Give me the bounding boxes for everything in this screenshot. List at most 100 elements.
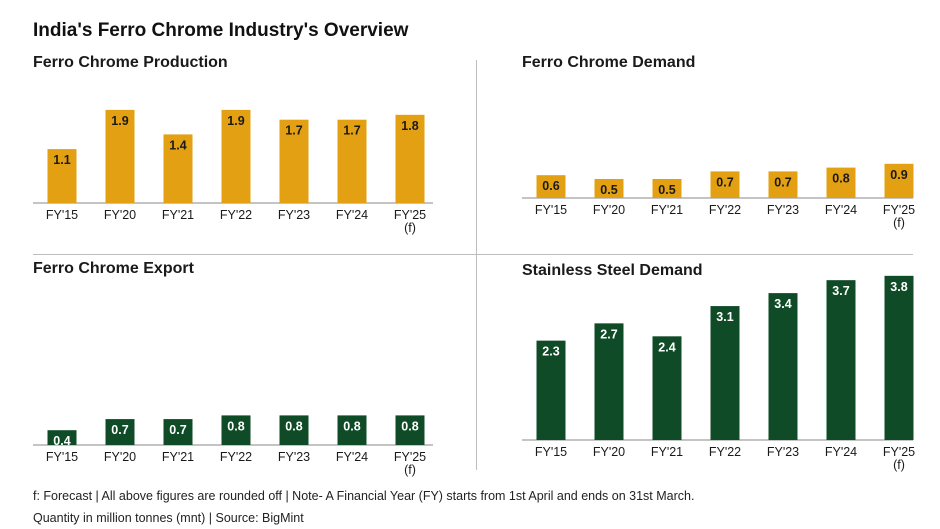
bar-value-label: 1.7 [285, 124, 302, 138]
chart-title: Ferro Chrome Export [33, 260, 194, 277]
chart-title: Ferro Chrome Production [33, 54, 228, 71]
bar [652, 336, 682, 440]
x-tick-label: FY'23 [278, 208, 310, 222]
bar [710, 171, 740, 198]
x-tick-label: FY'24 [336, 450, 368, 464]
bar [279, 415, 309, 445]
x-tick-label: FY'22 [220, 450, 252, 464]
x-tick-label: FY'21 [162, 450, 194, 464]
bar [395, 415, 425, 445]
bar-value-label: 0.7 [774, 175, 791, 189]
chart-plot: 0.6 FY'15 0.5 FY'20 0.5 FY'21 0.7 FY'22 0.7 FY'23… [522, 163, 915, 230]
chart-plot: 0.4 FY'15 0.7 FY'20 0.7 FY'21 0.8 FY'22 0.8 FY'23… [33, 415, 433, 477]
x-tick-label: (f) [893, 216, 905, 230]
footnote-forecast: f: Forecast | All above figures are roun… [33, 489, 695, 503]
bar [337, 119, 367, 203]
bar-value-label: 0.9 [890, 168, 907, 182]
x-tick-label: FY'15 [46, 208, 78, 222]
bar [768, 293, 798, 440]
bar-value-label: 0.5 [658, 183, 675, 197]
bar [768, 171, 798, 198]
x-tick-label: FY'25 [883, 203, 915, 217]
footnote-source: Quantity in million tonnes (mnt) | Sourc… [33, 511, 304, 525]
x-tick-label: FY'21 [651, 203, 683, 217]
bar [536, 175, 566, 198]
x-tick-label: FY'22 [220, 208, 252, 222]
bar [884, 275, 914, 440]
x-tick-label: FY'23 [767, 445, 799, 459]
bar [826, 167, 856, 198]
bar-value-label: 2.3 [542, 345, 559, 359]
x-tick-label: FY'15 [535, 203, 567, 217]
bar-value-label: 1.8 [401, 119, 418, 133]
x-tick-label: FY'24 [825, 445, 857, 459]
page-title: India's Ferro Chrome Industry's Overview [33, 20, 409, 41]
x-tick-label: FY'25 [394, 450, 426, 464]
bar [163, 419, 193, 445]
bar-value-label: 3.8 [890, 280, 907, 294]
bar [710, 306, 740, 440]
bar-value-label: 1.9 [227, 114, 244, 128]
chart-title: Ferro Chrome Demand [522, 54, 696, 71]
bar-value-label: 0.8 [285, 419, 302, 433]
bar-value-label: 3.4 [774, 297, 791, 311]
bar [652, 179, 682, 198]
bar [337, 415, 367, 445]
bar-value-label: 0.8 [401, 419, 418, 433]
bar-value-label: 2.7 [600, 327, 617, 341]
bar-value-label: 1.7 [343, 124, 360, 138]
chart-plot: 2.3 FY'15 2.7 FY'20 2.4 FY'21 3.1 FY'22 3.4 FY'23… [522, 275, 915, 472]
horizontal-divider [33, 254, 913, 255]
bar-value-label: 0.7 [111, 423, 128, 437]
bar [47, 149, 77, 203]
x-tick-label: FY'22 [709, 203, 741, 217]
bar [163, 134, 193, 203]
bar [536, 340, 566, 440]
x-tick-label: FY'23 [278, 450, 310, 464]
x-tick-label: (f) [893, 458, 905, 472]
x-tick-label: FY'20 [593, 203, 625, 217]
bar-value-label: 0.7 [716, 175, 733, 189]
bar [884, 163, 914, 198]
x-tick-label: FY'20 [104, 208, 136, 222]
bar-value-label: 0.4 [53, 434, 70, 448]
chart-title: Stainless Steel Demand [522, 262, 703, 279]
bar-value-label: 2.4 [658, 340, 675, 354]
chart-plot: 1.1 FY'15 1.9 FY'20 1.4 FY'21 1.9 FY'22 1.7 FY'23… [33, 109, 433, 235]
x-tick-label: FY'21 [162, 208, 194, 222]
bar [221, 415, 251, 445]
vertical-divider [476, 60, 477, 470]
bar [221, 109, 251, 203]
bar [395, 114, 425, 203]
bar-value-label: 1.9 [111, 114, 128, 128]
bar [47, 430, 77, 445]
x-tick-label: FY'15 [535, 445, 567, 459]
bar-value-label: 3.7 [832, 284, 849, 298]
x-tick-label: FY'24 [825, 203, 857, 217]
bar [594, 323, 624, 440]
x-tick-label: FY'23 [767, 203, 799, 217]
bar-value-label: 0.7 [169, 423, 186, 437]
bar-value-label: 0.8 [343, 419, 360, 433]
x-tick-label: FY'25 [883, 445, 915, 459]
x-tick-label: FY'25 [394, 208, 426, 222]
x-tick-label: FY'20 [593, 445, 625, 459]
bar-value-label: 0.5 [600, 183, 617, 197]
bar [279, 119, 309, 203]
x-tick-label: FY'15 [46, 450, 78, 464]
x-tick-label: (f) [404, 221, 416, 235]
x-tick-label: FY'24 [336, 208, 368, 222]
bar [105, 419, 135, 445]
bar [594, 179, 624, 198]
bar-value-label: 1.1 [53, 153, 70, 167]
bar-value-label: 1.4 [169, 138, 186, 152]
bar [826, 280, 856, 440]
x-tick-label: (f) [404, 463, 416, 477]
x-tick-label: FY'22 [709, 445, 741, 459]
bar [105, 109, 135, 203]
bar-value-label: 0.8 [227, 419, 244, 433]
bar-value-label: 0.8 [832, 172, 849, 186]
bar-value-label: 0.6 [542, 179, 559, 193]
bar-value-label: 3.1 [716, 310, 733, 324]
x-tick-label: FY'20 [104, 450, 136, 464]
